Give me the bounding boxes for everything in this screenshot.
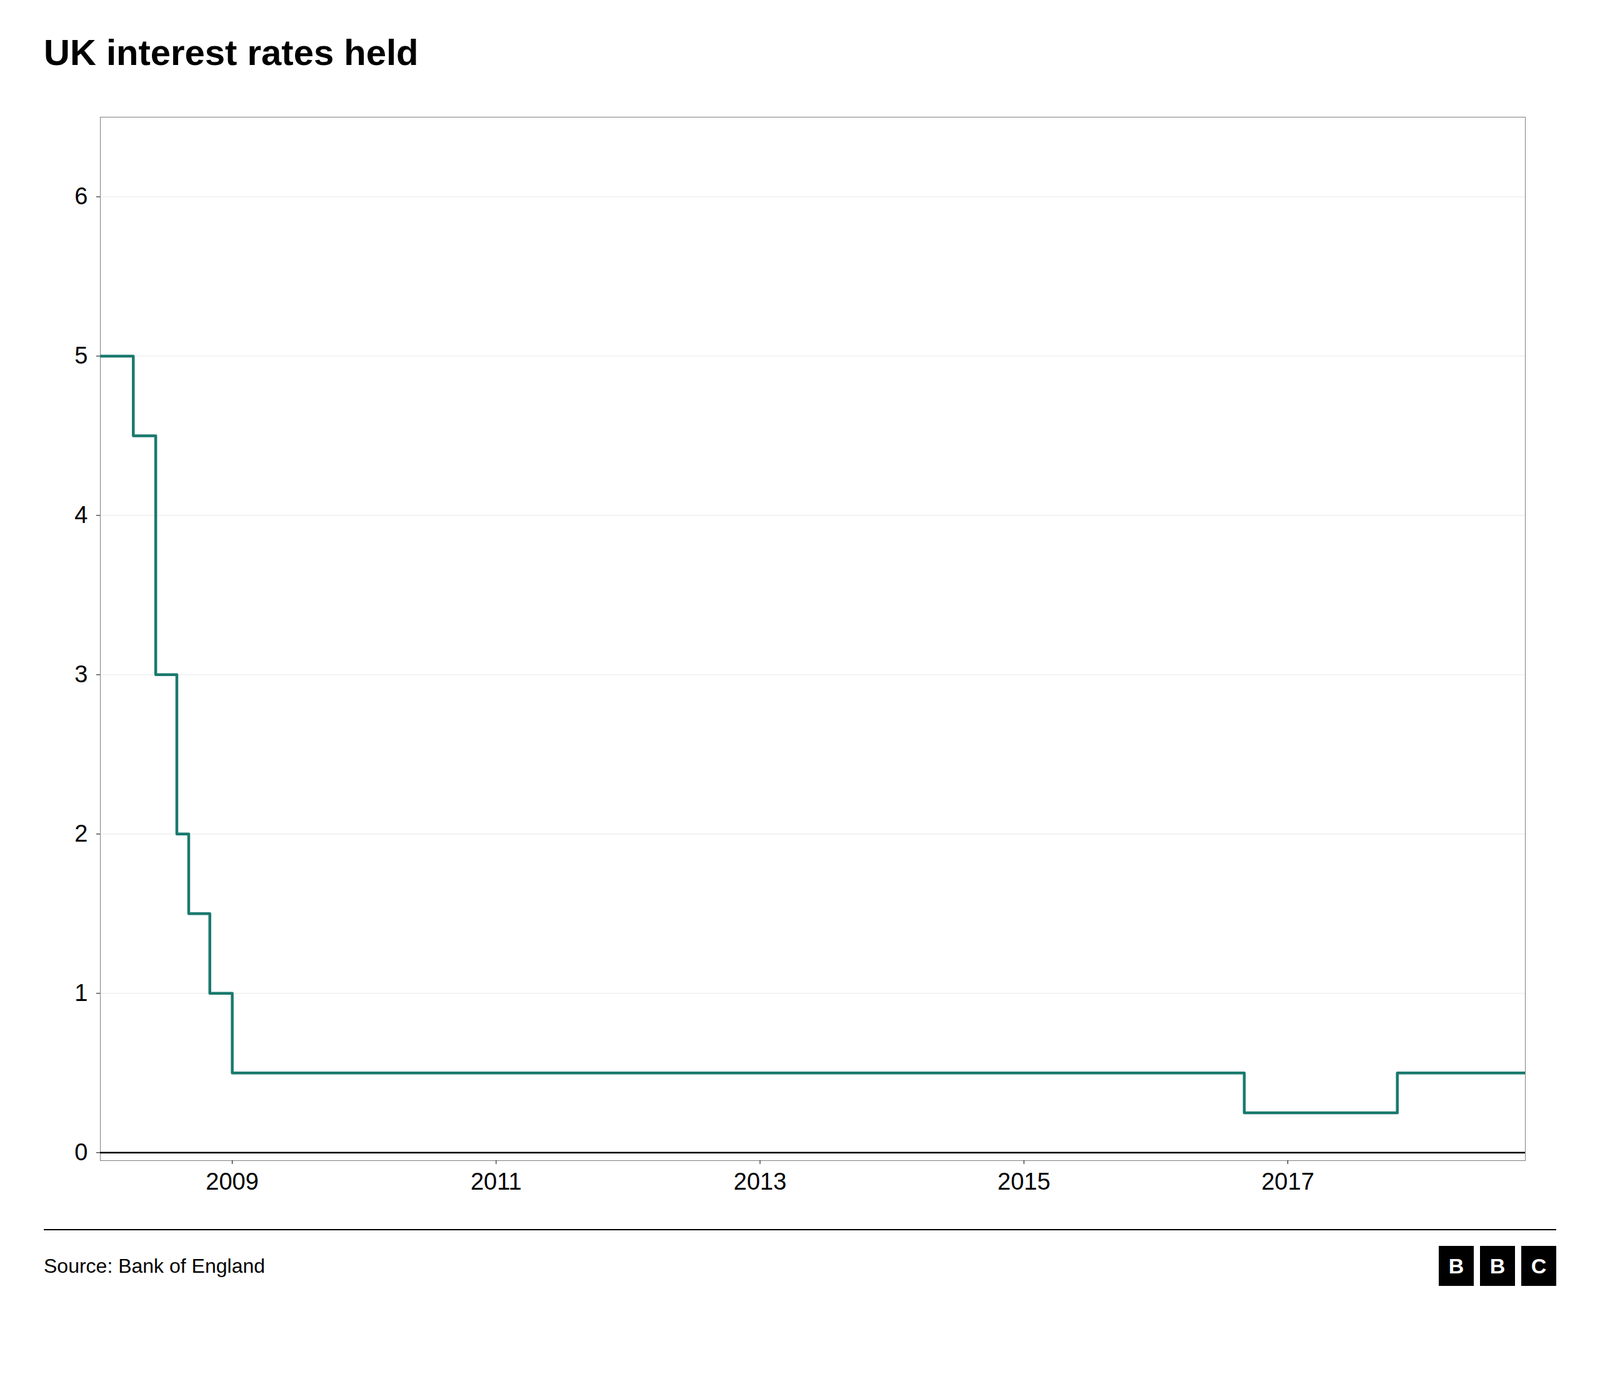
html-text:C: C	[1531, 1254, 1547, 1278]
svg-text:2: 2	[74, 820, 88, 847]
svg-text:0: 0	[74, 1139, 88, 1166]
svg-text:2009: 2009	[205, 1168, 259, 1195]
html-text:B: B	[1489, 1254, 1506, 1278]
html-text:B: B	[1448, 1254, 1464, 1278]
svg-text:1: 1	[74, 980, 88, 1007]
svg-text:3: 3	[74, 661, 88, 688]
svg-text:6: 6	[74, 183, 88, 210]
html-text:UK interest rates held: UK interest rates held	[43, 31, 419, 73]
svg-text:2013: 2013	[733, 1168, 787, 1195]
svg-text:2015: 2015	[997, 1168, 1051, 1195]
svg-text:2017: 2017	[1261, 1168, 1315, 1195]
svg-text:4: 4	[74, 501, 88, 529]
svg-text:5: 5	[74, 342, 88, 369]
svg-text:2011: 2011	[470, 1168, 522, 1195]
html-text:Source: Bank of England: Source: Bank of England	[43, 1254, 265, 1278]
